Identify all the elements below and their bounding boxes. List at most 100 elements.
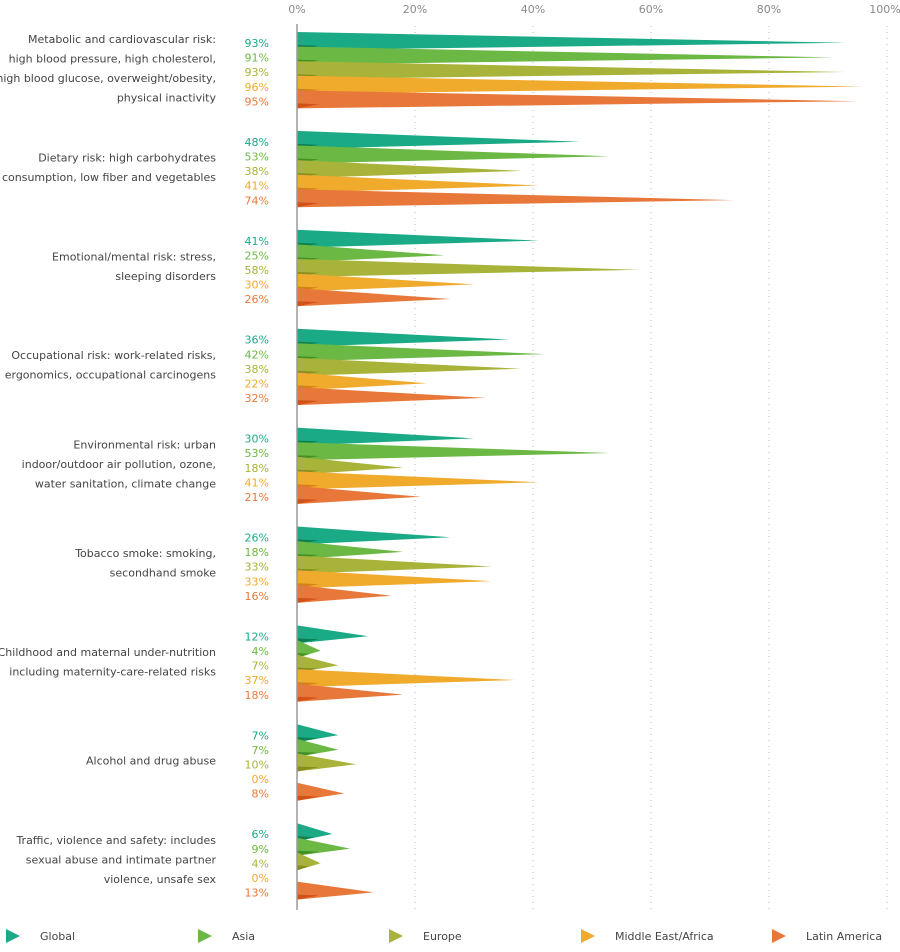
legend-label: Europe bbox=[423, 930, 462, 943]
category-label: high blood glucose, overweight/obesity, bbox=[0, 72, 216, 85]
value-label: 4% bbox=[252, 857, 269, 870]
legend-item: Latin America bbox=[772, 929, 882, 943]
category-label: indoor/outdoor air pollution, ozone, bbox=[22, 458, 216, 471]
category-label: ergonomics, occupational carcinogens bbox=[5, 369, 217, 382]
x-tick-label: 20% bbox=[403, 3, 427, 16]
spike-bar-shadow bbox=[297, 894, 319, 900]
spike-bar bbox=[297, 456, 404, 475]
value-label: 7% bbox=[252, 729, 269, 742]
bars bbox=[297, 32, 864, 900]
legend-item: Middle East/Africa bbox=[581, 929, 714, 943]
spike-bar bbox=[297, 625, 368, 644]
spike-bar bbox=[297, 387, 486, 406]
spike-bar bbox=[297, 288, 451, 307]
spike-bar-shadow bbox=[297, 850, 319, 856]
category-label: physical inactivity bbox=[117, 91, 217, 104]
spike-bar bbox=[297, 328, 510, 347]
value-label: 38% bbox=[245, 363, 269, 376]
category-label: Emotional/mental risk: stress, bbox=[52, 250, 216, 263]
spike-bar-shadow bbox=[297, 795, 319, 801]
value-label: 26% bbox=[245, 532, 269, 545]
category-label: Dietary risk: high carbohydrates bbox=[38, 151, 216, 164]
x-tick-label: 100% bbox=[869, 3, 900, 16]
spike-bar-shadow bbox=[297, 301, 319, 307]
x-tick-label: 80% bbox=[757, 3, 781, 16]
value-label: 7% bbox=[252, 660, 269, 673]
value-label: 26% bbox=[245, 293, 269, 306]
spike-bar bbox=[297, 244, 445, 263]
value-label: 38% bbox=[245, 165, 269, 178]
legend-item: Europe bbox=[389, 929, 462, 943]
category-label: Metabolic and cardiovascular risk: bbox=[28, 33, 216, 46]
value-label: 18% bbox=[245, 689, 269, 702]
value-label: 18% bbox=[245, 462, 269, 475]
value-label: 4% bbox=[252, 645, 269, 658]
value-label: 0% bbox=[252, 773, 269, 786]
value-label: 48% bbox=[245, 136, 269, 149]
legend-label: Global bbox=[40, 930, 75, 943]
value-label: 53% bbox=[245, 447, 269, 460]
category-label: Alcohol and drug abuse bbox=[86, 755, 216, 768]
legend-item: Asia bbox=[198, 929, 255, 943]
spike-bar bbox=[297, 570, 492, 589]
legend-item: Global bbox=[6, 929, 75, 943]
spike-bar bbox=[297, 259, 640, 277]
spike-bar bbox=[297, 145, 610, 164]
value-label: 8% bbox=[252, 788, 269, 801]
spike-bar-shadow bbox=[297, 597, 319, 603]
spike-bar-shadow bbox=[297, 638, 319, 644]
spike-bar bbox=[297, 683, 404, 702]
value-label: 53% bbox=[245, 151, 269, 164]
spike-bar bbox=[297, 526, 451, 545]
spike-bar bbox=[297, 669, 516, 688]
value-label: 37% bbox=[245, 674, 269, 687]
legend-label: Asia bbox=[232, 930, 255, 943]
value-label: 96% bbox=[245, 81, 269, 94]
value-label: 7% bbox=[252, 744, 269, 757]
value-label: 32% bbox=[245, 392, 269, 405]
spike-bar bbox=[297, 541, 404, 560]
legend-label: Latin America bbox=[806, 930, 882, 943]
spike-bar bbox=[297, 229, 539, 248]
legend-marker-icon bbox=[581, 929, 595, 943]
spike-bar-shadow bbox=[297, 865, 309, 871]
spike-bar bbox=[297, 273, 474, 292]
value-label: 33% bbox=[245, 561, 269, 574]
spike-bar-shadow bbox=[297, 499, 319, 504]
category-label: sleeping disorders bbox=[115, 270, 216, 283]
spike-bar bbox=[297, 357, 522, 376]
value-label: 22% bbox=[245, 378, 269, 391]
value-label: 12% bbox=[245, 630, 269, 643]
spike-bar-shadow bbox=[297, 766, 319, 772]
category-label: water sanitation, climate change bbox=[35, 477, 216, 490]
spike-bar-shadow bbox=[297, 202, 319, 208]
spike-bar bbox=[297, 189, 734, 208]
spike-bar-shadow bbox=[297, 103, 319, 109]
spike-bar bbox=[297, 471, 539, 490]
x-tick-label: 60% bbox=[639, 3, 663, 16]
spike-bar bbox=[297, 584, 392, 603]
category-label: including maternity-care-related risks bbox=[9, 665, 216, 678]
category-label: secondhand smoke bbox=[110, 566, 217, 579]
value-label: 25% bbox=[245, 249, 269, 262]
value-label: 58% bbox=[245, 264, 269, 277]
value-label: 0% bbox=[252, 872, 269, 885]
spike-bar-shadow bbox=[297, 696, 319, 702]
spike-bar bbox=[297, 32, 846, 50]
x-tick-label: 40% bbox=[521, 3, 545, 16]
spike-bar-shadow bbox=[297, 400, 319, 406]
category-label: Occupational risk: work-related risks, bbox=[11, 349, 216, 362]
legend-label: Middle East/Africa bbox=[615, 930, 714, 943]
value-label: 93% bbox=[245, 66, 269, 79]
value-label: 30% bbox=[245, 279, 269, 292]
spike-bar bbox=[297, 753, 356, 772]
value-label: 42% bbox=[245, 348, 269, 361]
value-label: 16% bbox=[245, 590, 269, 603]
legend-marker-icon bbox=[389, 929, 403, 943]
value-label: 21% bbox=[245, 491, 269, 504]
value-label: 10% bbox=[245, 759, 269, 772]
category-label: Tobacco smoke: smoking, bbox=[74, 547, 216, 560]
category-label: Childhood and maternal under-nutrition bbox=[0, 646, 216, 659]
category-label: consumption, low fiber and vegetables bbox=[2, 171, 216, 184]
